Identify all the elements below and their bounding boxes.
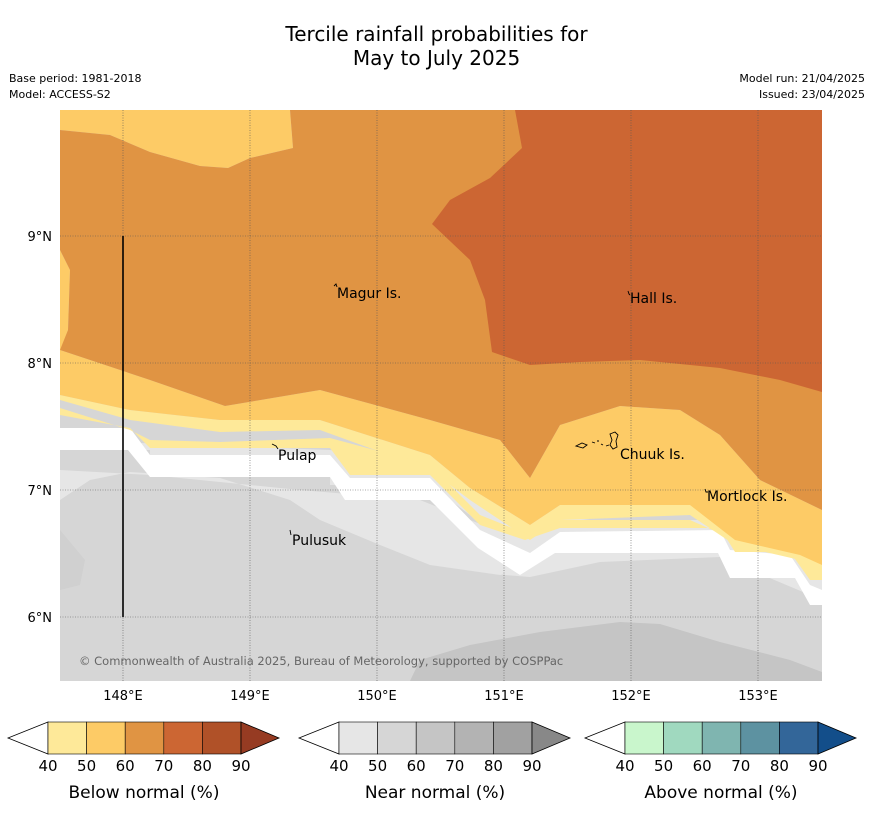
cb0-swatch-4 (163, 721, 203, 755)
title-line-1: Tercile rainfall probabilities for (285, 22, 588, 46)
cb0-tick-40: 40 (38, 757, 57, 775)
title-line-2: May to July 2025 (352, 46, 521, 70)
place-label-hall: Hall Is. (630, 291, 677, 307)
near-normal-40-band-2 (60, 470, 560, 575)
issued-text: Issued: 23/04/2025 (758, 88, 865, 101)
below-normal-50-west-field (60, 250, 70, 352)
cb1-over-arrow (531, 721, 572, 755)
cb2-tick-80: 80 (770, 757, 789, 775)
place-label-pulap: Pulap (278, 448, 317, 464)
cb0-under-arrow (6, 721, 49, 755)
below-normal-70-field (432, 110, 822, 392)
magur-island-outline (333, 283, 338, 288)
place-labels: Magur Is. Hall Is. Pulap Chuuk Is. Mortl… (278, 286, 787, 549)
lat-tick-7: 7°N (28, 484, 53, 499)
lat-tick-8: 8°N (28, 357, 53, 372)
meta-left: Base period: 1981-2018 Model: ACCESS-S2 (9, 71, 141, 103)
cb1-tick-70: 70 (445, 757, 464, 775)
cb0-tick-70: 70 (154, 757, 173, 775)
cb1-swatch-4 (454, 721, 494, 755)
colorbar-below-normal: 40 50 60 70 80 90 Below normal (%) (6, 721, 281, 803)
cb0-label: Below normal (%) (69, 783, 220, 803)
cb1-tick-40: 40 (329, 757, 348, 775)
cb1-tick-80: 80 (484, 757, 503, 775)
cb1-label: Near normal (%) (365, 783, 505, 803)
lon-tick-148: 148°E (103, 689, 143, 704)
cb2-swatch-3 (701, 721, 742, 755)
cb0-swatch-2 (86, 721, 126, 755)
pulap-island-outline (271, 443, 279, 450)
cb0-tick-60: 60 (116, 757, 135, 775)
below-normal-white-gap (60, 428, 822, 605)
cb1-tick-90: 90 (522, 757, 541, 775)
cb2-tick-40: 40 (615, 757, 634, 775)
lat-tick-6: 6°N (28, 611, 53, 626)
cb2-tick-50: 50 (654, 757, 673, 775)
lon-tick-150: 150°E (357, 689, 397, 704)
cb2-tick-70: 70 (731, 757, 750, 775)
lon-tick-149: 149°E (230, 689, 270, 704)
below-normal-50-field (60, 350, 822, 565)
meta-right: Model run: 21/04/2025 Issued: 23/04/2025 (739, 71, 865, 103)
cb1-swatch-3 (415, 721, 456, 755)
colorbar-above-normal: 40 50 60 70 80 90 Above normal (%) (583, 721, 858, 803)
model-run-text: Model run: 21/04/2025 (739, 72, 865, 85)
cb1-tick-60: 60 (407, 757, 426, 775)
lat-tick-9: 9°N (28, 230, 53, 245)
cb2-label: Above normal (%) (644, 783, 797, 803)
cb1-tick-50: 50 (368, 757, 387, 775)
near-normal-left-field (60, 500, 85, 590)
lon-tick-153: 153°E (738, 689, 778, 704)
cb0-swatch-3 (124, 721, 165, 755)
cb1-swatch-2 (377, 721, 417, 755)
colorbar-near-normal: 40 50 60 70 80 90 Near normal (%) (297, 721, 572, 803)
cb2-over-arrow (817, 721, 858, 755)
island-outlines (271, 283, 708, 536)
lon-tick-151: 151°E (484, 689, 524, 704)
near-normal-60-field (410, 622, 822, 681)
cb1-swatch-5 (493, 721, 533, 755)
cb1-under-arrow (297, 721, 340, 755)
place-label-mortlock: Mortlock Is. (707, 489, 787, 505)
place-label-magur: Magur Is. (337, 286, 402, 302)
cb0-over-arrow (240, 721, 281, 755)
model-text: Model: ACCESS-S2 (9, 88, 111, 101)
lat-tick-labels: 9°N 8°N 7°N 6°N (28, 230, 53, 626)
cb0-swatch-1 (47, 721, 87, 755)
cb2-swatch-5 (779, 721, 819, 755)
cb2-swatch-1 (624, 721, 664, 755)
map-title: Tercile rainfall probabilities for May t… (0, 22, 873, 70)
probability-fields (60, 110, 822, 681)
base-period-text: Base period: 1981-2018 (9, 72, 142, 85)
copyright-text: © Commonwealth of Australia 2025, Bureau… (79, 654, 563, 668)
cb0-swatch-5 (202, 721, 242, 755)
cb2-under-arrow (583, 721, 626, 755)
place-label-chuuk: Chuuk Is. (620, 447, 685, 463)
lon-tick-labels: 148°E 149°E 150°E 151°E 152°E 153°E (103, 689, 778, 704)
mortlock-island-outline (704, 488, 708, 493)
cb1-swatch-1 (338, 721, 378, 755)
cb0-tick-80: 80 (193, 757, 212, 775)
pulusuk-island-outline (289, 529, 292, 536)
chuuk-island-outline (574, 431, 619, 450)
cb2-swatch-4 (740, 721, 780, 755)
cb2-swatch-2 (663, 721, 703, 755)
cb0-tick-50: 50 (77, 757, 96, 775)
cb2-tick-90: 90 (808, 757, 827, 775)
cb2-tick-60: 60 (693, 757, 712, 775)
place-label-pulusuk: Pulusuk (292, 533, 347, 549)
hall-island-outline (627, 290, 631, 296)
near-normal-40-field (60, 440, 822, 600)
cb0-tick-90: 90 (231, 757, 250, 775)
below-normal-40-band (60, 395, 822, 580)
lon-tick-152: 152°E (611, 689, 651, 704)
below-normal-50-north-field (60, 110, 293, 168)
